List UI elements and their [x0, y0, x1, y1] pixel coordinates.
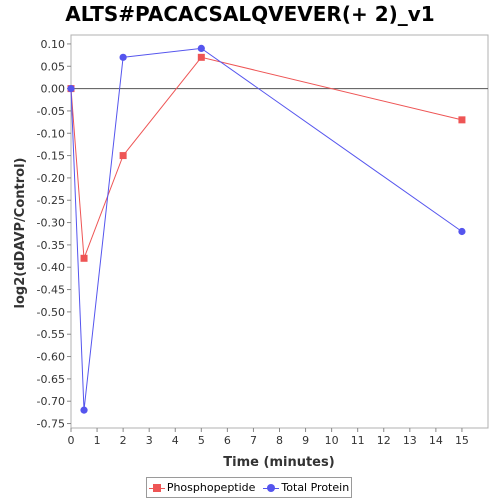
series-layer	[67, 44, 466, 414]
x-tick-label: 6	[224, 434, 231, 447]
legend: Phosphopeptide Total Protein	[146, 477, 352, 498]
x-tick-label: 14	[429, 434, 443, 447]
x-tick-label: 15	[455, 434, 469, 447]
y-tick-label: -0.20	[37, 172, 65, 185]
data-point-phosphopeptide	[197, 53, 205, 61]
x-tick-label: 10	[325, 434, 339, 447]
y-tick-label: -0.45	[37, 284, 65, 297]
y-tick-label: -0.65	[37, 373, 65, 386]
data-point-total-protein	[458, 227, 466, 236]
data-point-total-protein	[80, 406, 88, 414]
y-tick-label: -0.35	[37, 239, 65, 252]
y-tick-label: -0.70	[37, 395, 65, 408]
y-tick-label: -0.05	[37, 105, 65, 118]
legend-square-marker-icon	[148, 483, 165, 493]
y-tick-label: -0.15	[37, 150, 65, 163]
data-point-phosphopeptide	[119, 152, 127, 160]
x-tick-label: 2	[120, 434, 127, 447]
y-axis-label: log2(dDAVP/Control)	[13, 158, 28, 309]
x-tick-label: 5	[198, 434, 205, 447]
data-point-total-protein	[197, 44, 205, 52]
x-tick-label: 12	[377, 434, 391, 447]
y-tick-label: -0.40	[37, 261, 65, 274]
legend-label: Phosphopeptide	[166, 481, 256, 494]
x-tick-label: 0	[68, 434, 75, 447]
data-point-phosphopeptide	[80, 254, 88, 262]
y-tick-label: -0.30	[37, 217, 65, 230]
legend-item-total-protein: Total Protein	[263, 481, 349, 494]
x-tick-label: 8	[276, 434, 283, 447]
y-tick-label: 0.00	[41, 83, 66, 96]
y-tick-label: 0.10	[41, 38, 66, 51]
legend-item-phosphopeptide: Phosphopeptide	[148, 481, 256, 494]
y-tick-label: -0.55	[37, 328, 65, 341]
legend-label: Total Protein	[281, 481, 350, 494]
y-tick-label: -0.25	[37, 194, 65, 207]
x-tick-label: 1	[94, 434, 101, 447]
x-tick-label: 4	[172, 434, 179, 447]
data-point-total-protein	[119, 53, 127, 61]
chart-title: ALTS#PACACSALQVEVER(+ 2)_v1	[65, 2, 435, 26]
y-tick-label: -0.60	[37, 351, 65, 364]
legend-circle-marker-icon	[263, 483, 280, 493]
y-tick-label: -0.75	[37, 418, 65, 431]
y-tick-label: 0.05	[41, 60, 66, 73]
x-axis-label: Time (minutes)	[223, 455, 334, 470]
x-tick-label: 9	[302, 434, 309, 447]
x-tick-label: 13	[403, 434, 417, 447]
data-point-total-protein	[67, 84, 75, 93]
plot-frame	[70, 34, 489, 429]
x-tick-label: 3	[146, 434, 153, 447]
x-tick-label: 11	[351, 434, 365, 447]
axes: 0.10 0.05 0.00 -0.05 -0.10 -0.15 -0.20 -0.25 -0.…	[37, 34, 489, 447]
y-tick-label: -0.50	[37, 306, 65, 319]
data-point-phosphopeptide	[458, 116, 466, 124]
y-tick-label: -0.10	[37, 127, 65, 140]
x-tick-label: 7	[250, 434, 257, 447]
